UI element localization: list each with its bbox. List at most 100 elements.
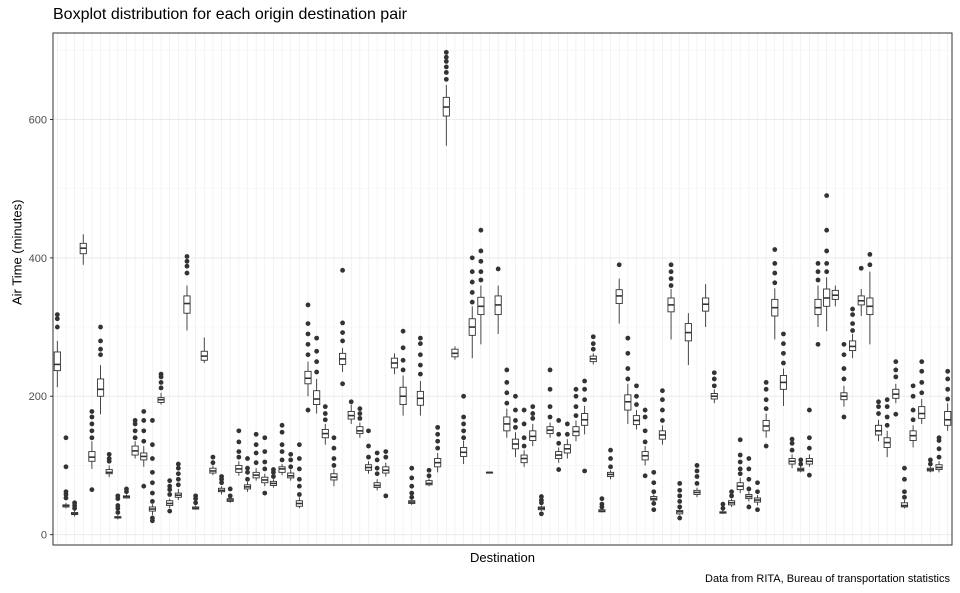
outlier-point	[236, 454, 242, 460]
outlier-point	[461, 428, 467, 434]
outlier-point	[789, 447, 795, 453]
outlier-point	[400, 328, 406, 334]
outlier-point	[253, 460, 259, 466]
outlier-point	[755, 507, 760, 513]
outlier-point	[495, 266, 501, 272]
outlier-point	[478, 258, 484, 264]
outlier-point	[850, 321, 855, 326]
outlier-point	[435, 438, 441, 444]
outlier-point	[530, 415, 536, 421]
outlier-point	[841, 414, 847, 420]
outlier-point	[141, 428, 147, 434]
outlier-point	[461, 435, 467, 441]
outlier-point	[608, 456, 613, 461]
outlier-point	[322, 411, 328, 416]
outlier-point	[927, 457, 933, 463]
outlier-point	[331, 445, 337, 451]
outlier-point	[841, 352, 847, 358]
outlier-point	[660, 388, 665, 394]
outlier-point	[435, 431, 441, 437]
outlier-point	[582, 397, 588, 403]
outlier-point	[556, 467, 562, 472]
outlier-point	[919, 359, 925, 365]
outlier-point	[651, 480, 657, 486]
outlier-point	[720, 501, 726, 507]
outlier-point	[919, 368, 925, 374]
outlier-point	[867, 252, 873, 257]
outlier-point	[547, 414, 553, 420]
outlier-point	[296, 492, 302, 497]
outlier-point	[651, 489, 657, 495]
outlier-point	[504, 367, 510, 373]
outlier-point	[374, 450, 380, 456]
outlier-point	[175, 465, 181, 471]
outlier-point	[426, 473, 432, 479]
outlier-point	[98, 324, 103, 330]
outlier-point	[132, 421, 138, 427]
outlier-point	[141, 409, 147, 414]
outlier-point	[443, 49, 449, 55]
outlier-point	[322, 404, 328, 410]
outlier-point	[461, 421, 467, 427]
outlier-point	[927, 461, 933, 467]
y-tick-label: 600	[29, 114, 47, 126]
outlier-point	[443, 76, 449, 82]
outlier-point	[150, 490, 155, 496]
outlier-point	[668, 269, 674, 275]
outlier-point	[141, 483, 147, 489]
outlier-point	[824, 193, 830, 198]
outlier-point	[366, 454, 371, 460]
outlier-point	[253, 450, 259, 456]
outlier-point	[841, 376, 847, 382]
outlier-point	[729, 489, 734, 495]
outlier-point	[279, 449, 285, 454]
outlier-point	[910, 407, 916, 413]
outlier-point	[115, 510, 121, 515]
outlier-point	[824, 248, 830, 254]
outlier-point	[573, 386, 579, 392]
outlier-point	[193, 493, 199, 499]
outlier-point	[271, 467, 276, 472]
outlier-point	[340, 330, 345, 335]
outlier-point	[469, 279, 475, 285]
outlier-point	[340, 267, 345, 273]
box-body	[918, 406, 926, 419]
outlier-point	[668, 283, 674, 288]
outlier-point	[296, 476, 302, 482]
outlier-point	[711, 376, 717, 382]
outlier-point	[694, 468, 700, 474]
outlier-point	[902, 494, 907, 500]
outlier-point	[150, 480, 155, 486]
outlier-point	[815, 341, 821, 347]
outlier-point	[296, 456, 302, 461]
outlier-point	[521, 435, 527, 441]
outlier-point	[599, 501, 605, 507]
outlier-point	[781, 350, 786, 356]
outlier-point	[806, 435, 812, 441]
outlier-point	[175, 482, 181, 488]
outlier-point	[763, 443, 769, 449]
outlier-point	[521, 407, 527, 413]
outlier-point	[357, 415, 363, 421]
outlier-point	[357, 411, 363, 416]
outlier-point	[383, 454, 389, 460]
outlier-point	[677, 499, 683, 504]
outlier-point	[417, 362, 423, 368]
outlier-point	[305, 407, 311, 413]
outlier-point	[538, 497, 544, 503]
outlier-point	[253, 431, 259, 437]
outlier-point	[296, 466, 302, 472]
box-body	[53, 351, 61, 372]
outlier-point	[89, 428, 95, 434]
outlier-point	[227, 486, 233, 492]
outlier-point	[236, 428, 242, 434]
plot-border	[52, 32, 953, 546]
outlier-point	[296, 483, 302, 489]
outlier-point	[556, 440, 562, 446]
outlier-point	[737, 437, 743, 443]
outlier-point	[175, 476, 181, 482]
outlier-point	[184, 270, 190, 276]
outlier-point	[443, 70, 449, 75]
outlier-point	[374, 471, 380, 477]
